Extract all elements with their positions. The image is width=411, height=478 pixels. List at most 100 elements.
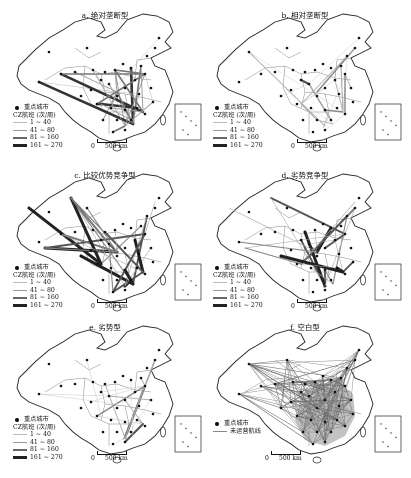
city-dot bbox=[309, 106, 313, 110]
route-line bbox=[316, 425, 346, 433]
island-dot bbox=[387, 445, 389, 448]
city-dot bbox=[291, 380, 295, 384]
china-outline bbox=[216, 325, 374, 455]
city-dot bbox=[353, 46, 357, 50]
route-line bbox=[292, 381, 302, 393]
route-line bbox=[324, 413, 354, 423]
line-swatch-2 bbox=[13, 130, 27, 132]
city-dot bbox=[85, 46, 89, 50]
class-4-label: 161 ~ 270 bbox=[230, 141, 263, 149]
route-line bbox=[108, 395, 152, 401]
city-dot bbox=[37, 392, 41, 396]
city-dot bbox=[47, 362, 51, 366]
city-dot bbox=[149, 246, 153, 250]
route-line bbox=[70, 197, 110, 245]
route-line bbox=[144, 201, 156, 235]
island-dot bbox=[190, 280, 192, 282]
city-dot bbox=[99, 238, 103, 242]
city-dot bbox=[323, 398, 327, 402]
city-dot bbox=[101, 118, 105, 122]
china-outline bbox=[16, 13, 174, 143]
city-dot bbox=[345, 214, 349, 218]
city-dot bbox=[349, 398, 353, 402]
route-line bbox=[330, 379, 346, 387]
route-line bbox=[302, 379, 332, 433]
city-dot bbox=[343, 384, 347, 388]
city-dot bbox=[299, 78, 303, 82]
class-1-label: 1 ~ 40 bbox=[230, 279, 251, 287]
route-line bbox=[308, 37, 360, 85]
route-line bbox=[280, 407, 314, 445]
route-line bbox=[132, 93, 140, 125]
province-border bbox=[144, 97, 162, 103]
city-dot bbox=[357, 196, 361, 200]
city-dot bbox=[301, 118, 305, 122]
city-dot bbox=[321, 62, 325, 66]
panel-b: b. 相对垄断型 重点城市 CZ航班 (次/周) 1 ~ 40 41 ~ 80 … bbox=[205, 8, 405, 158]
city-dot bbox=[299, 390, 303, 394]
route-line bbox=[324, 207, 356, 287]
route-line bbox=[316, 349, 360, 409]
route-line bbox=[124, 73, 146, 127]
class-3-label: 81 ~ 160 bbox=[30, 294, 59, 302]
city-dot bbox=[247, 362, 251, 366]
city-dot bbox=[335, 418, 339, 422]
line-swatch-1 bbox=[13, 434, 27, 436]
city-dot bbox=[123, 108, 127, 112]
class-1-label: 1 ~ 40 bbox=[30, 431, 51, 439]
city-dot bbox=[121, 62, 125, 66]
city-dot bbox=[351, 100, 355, 104]
city-dot bbox=[307, 82, 311, 86]
city-dot bbox=[89, 248, 93, 252]
city-dot-icon bbox=[215, 105, 219, 110]
route-line bbox=[112, 437, 126, 445]
route-line bbox=[144, 73, 154, 103]
city-dot bbox=[121, 374, 125, 378]
panel-c: c. 比较优势竞争型 重点城市 CZ航班 (次/周) 1 ~ 40 41 ~ 8… bbox=[5, 168, 205, 318]
city-dot bbox=[315, 406, 319, 410]
city-label: 重点城市 bbox=[224, 420, 249, 427]
panel-title: b. 相对垄断型 bbox=[281, 11, 329, 20]
city-dot bbox=[345, 366, 349, 370]
flights-label: CZ航班 (次/周) bbox=[13, 423, 56, 431]
route-line bbox=[300, 87, 326, 105]
city-dot bbox=[79, 254, 83, 258]
class-4-label: 161 ~ 270 bbox=[30, 141, 63, 149]
line-swatch-4 bbox=[13, 304, 27, 308]
city-dot bbox=[115, 94, 119, 98]
route-line bbox=[260, 385, 318, 409]
city-dot bbox=[133, 238, 137, 242]
city-dot bbox=[79, 94, 83, 98]
route-line bbox=[248, 363, 282, 409]
city-dot bbox=[329, 378, 333, 382]
route-line bbox=[342, 261, 354, 273]
city-dot bbox=[285, 46, 289, 50]
island-dot bbox=[395, 436, 397, 439]
city-dot bbox=[135, 418, 139, 422]
island-dot bbox=[185, 275, 187, 278]
city-dot bbox=[349, 246, 353, 250]
route-line bbox=[74, 71, 118, 93]
city-dot bbox=[107, 242, 111, 246]
taiwan-island bbox=[160, 274, 166, 286]
city-dot bbox=[343, 72, 347, 76]
route-line bbox=[314, 381, 352, 401]
island-dot bbox=[195, 436, 197, 439]
city-dot bbox=[101, 278, 105, 282]
route-line bbox=[124, 399, 144, 425]
route-line bbox=[238, 241, 318, 253]
city-dot bbox=[111, 130, 115, 134]
island-dot bbox=[190, 432, 192, 434]
route-line bbox=[308, 83, 332, 121]
city-dot bbox=[129, 226, 133, 230]
route-line bbox=[280, 359, 288, 409]
route-line bbox=[244, 247, 302, 265]
city-dot bbox=[103, 382, 107, 386]
route-line bbox=[260, 385, 312, 421]
city-dot bbox=[343, 112, 347, 116]
province-border bbox=[74, 207, 102, 219]
route-line bbox=[92, 69, 134, 125]
city-dot bbox=[129, 118, 133, 122]
route-line bbox=[38, 81, 118, 93]
city-dot bbox=[247, 50, 251, 54]
